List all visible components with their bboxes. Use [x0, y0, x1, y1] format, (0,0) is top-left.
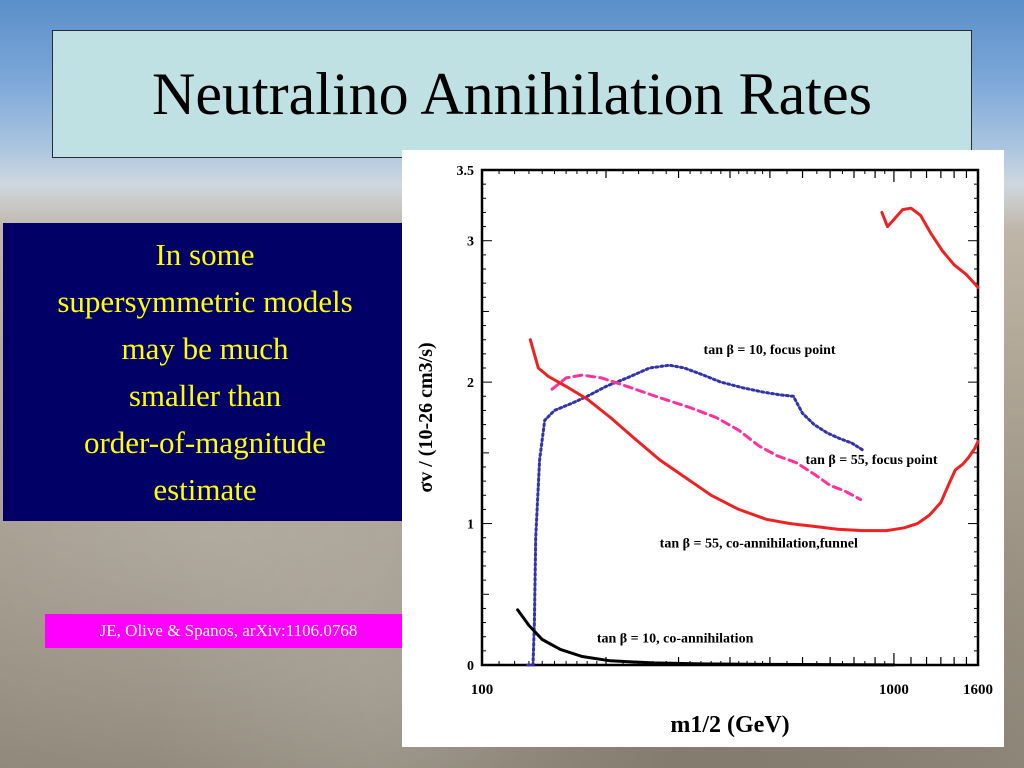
annihilation-rate-chart: 0 1 2 3 3.5 100 1000 1600 m1/2 (GeV) σv / (10-26 …: [415, 164, 993, 738]
y-axis-label: σv / (10-26 cm3/s): [415, 342, 437, 492]
note-text: In some supersymmetric models may be muc…: [57, 231, 352, 513]
series-line: [526, 363, 865, 667]
series-annotation: tan β = 55, co-annihilation,funnel: [660, 537, 858, 552]
title-box: Neutralino Annihilation Rates: [52, 30, 972, 158]
slide-title: Neutralino Annihilation Rates: [152, 60, 872, 127]
reference-box: JE, Olive & Spanos, arXiv:1106.0768: [45, 614, 412, 648]
y-tick-label: 0: [467, 659, 474, 674]
note-line: smaller than: [128, 378, 282, 413]
series-annotation: tan β = 55, focus point: [805, 453, 937, 468]
note-line: estimate: [153, 472, 257, 507]
series-line: [550, 373, 863, 501]
reference-text: JE, Olive & Spanos, arXiv:1106.0768: [99, 621, 358, 640]
y-tick-label: 3: [467, 235, 474, 250]
plot-frame: [480, 168, 980, 667]
note-box: In some supersymmetric models may be muc…: [3, 223, 407, 521]
series-annotation: tan β = 10, focus point: [704, 343, 836, 358]
note-line: may be much: [121, 331, 289, 366]
series-line: [516, 608, 896, 667]
x-tick-label: 1600: [963, 682, 993, 698]
series-line: [880, 206, 980, 289]
chart-panel: 0 1 2 3 3.5 100 1000 1600 m1/2 (GeV) σv / (10-26 …: [402, 150, 1004, 747]
x-axis-label: m1/2 (GeV): [670, 712, 789, 738]
x-tick-label: 100: [471, 682, 494, 698]
note-line: supersymmetric models: [57, 284, 353, 319]
y-tick-label: 1: [467, 518, 474, 533]
y-tick-label: 2: [467, 376, 474, 391]
series-line: [528, 338, 980, 533]
note-line: In some: [155, 237, 255, 272]
y-tick-label: 3.5: [457, 164, 475, 179]
series-annotation: tan β = 10, co-annihilation: [597, 631, 754, 646]
x-tick-label: 1000: [879, 682, 909, 698]
note-line: order-of-magnitude: [83, 425, 327, 460]
